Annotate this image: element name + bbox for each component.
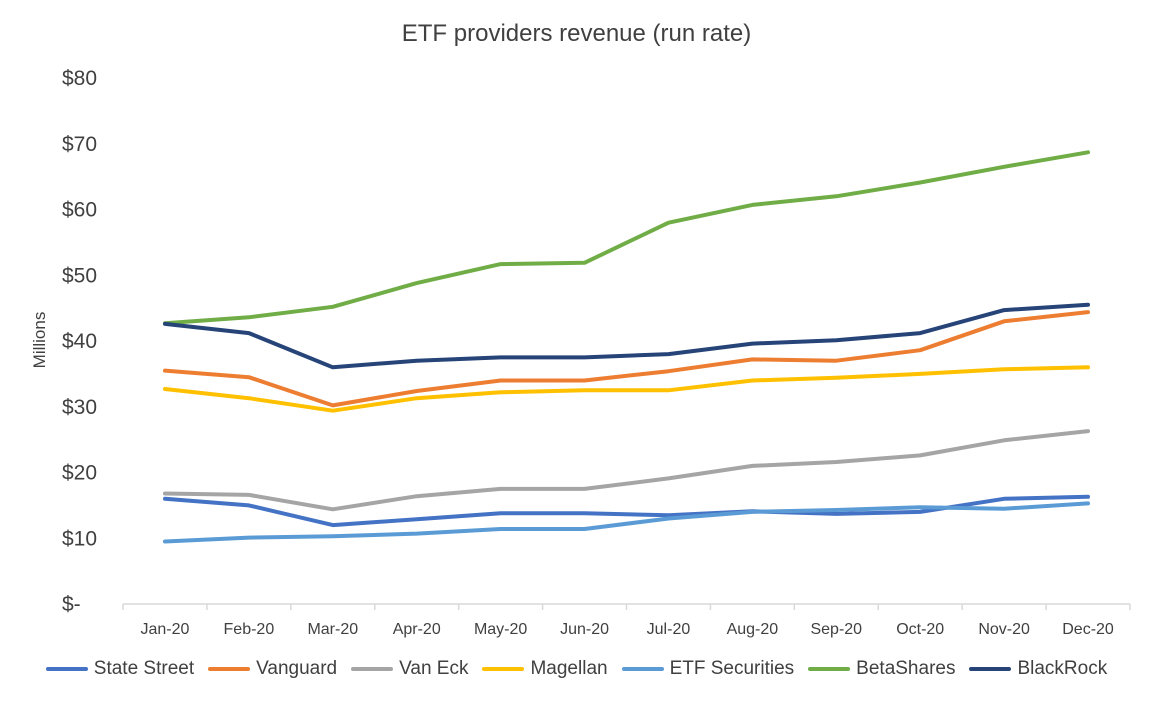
legend-item-vanguard: Vanguard xyxy=(208,658,337,680)
legend-swatch xyxy=(482,667,525,671)
legend-label: Van Eck xyxy=(399,658,469,679)
legend-swatch xyxy=(208,667,251,671)
y-tick-label: $60 xyxy=(62,199,97,222)
legend: State Street Vanguard Van Eck Magellan ETF S… xyxy=(0,658,1153,680)
chart-title: ETF providers revenue (run rate) xyxy=(401,20,752,47)
x-tick-label: Jul-20 xyxy=(647,621,691,638)
x-tick-label: Nov-20 xyxy=(978,621,1030,638)
legend-item-etf-securities: ETF Securities xyxy=(621,658,795,680)
legend-swatch xyxy=(621,667,664,671)
x-axis-ticks xyxy=(122,604,1131,610)
x-tick-label: Feb-20 xyxy=(224,621,275,638)
x-tick-label: Jun-20 xyxy=(560,621,609,638)
legend-label: BetaShares xyxy=(856,658,956,679)
legend-label: State Street xyxy=(93,658,195,679)
y-tick-label: $80 xyxy=(62,67,97,90)
x-tick-label: Jan-20 xyxy=(140,621,189,638)
y-tick-label: $10 xyxy=(62,527,97,550)
legend-swatch xyxy=(808,667,851,671)
legend-swatch xyxy=(45,667,88,671)
legend-label: BlackRock xyxy=(1017,658,1108,679)
series-line-magellan xyxy=(163,365,1090,413)
y-tick-label: $70 xyxy=(62,133,97,156)
series-line-betashares xyxy=(163,150,1090,326)
y-tick-label: $30 xyxy=(62,396,97,419)
x-tick-label: May-20 xyxy=(474,621,527,638)
series-line-blackrock xyxy=(163,302,1090,370)
x-tick-label: Apr-20 xyxy=(393,621,441,638)
legend-item-magellan: Magellan xyxy=(482,658,608,680)
legend-item-blackrock: BlackRock xyxy=(969,658,1107,680)
y-tick-label: $50 xyxy=(62,264,97,287)
x-axis-tick-labels: Jan-20 Feb-20 Mar-20 Apr-20 May-20 Jun-20 Jul-… xyxy=(140,621,1113,638)
x-tick-label: Oct-20 xyxy=(896,621,944,638)
y-tick-label: $20 xyxy=(62,462,97,485)
x-tick-label: Aug-20 xyxy=(727,621,779,638)
legend-item-betashares: BetaShares xyxy=(808,658,955,680)
y-axis-tick-labels: $- $10 $20 $30 $40 $50 $60 $70 $80 xyxy=(62,67,97,616)
line-chart: $- $10 $20 $30 $40 $50 $60 $70 $80 Jan-20 Feb-20 M… xyxy=(62,67,1131,638)
legend-swatch xyxy=(351,667,394,671)
series-lines xyxy=(163,150,1090,544)
legend-item-van-eck: Van Eck xyxy=(351,658,468,680)
x-tick-label: Dec-20 xyxy=(1062,621,1114,638)
legend-swatch xyxy=(969,667,1012,671)
legend-label: ETF Securities xyxy=(669,658,795,679)
series-line-van-eck xyxy=(163,429,1090,512)
legend-item-state-street: State Street xyxy=(45,658,195,680)
y-tick-label: $- xyxy=(62,593,81,616)
series-line-etf-securities xyxy=(163,501,1090,544)
y-tick-label: $40 xyxy=(62,330,97,353)
x-tick-label: Sep-20 xyxy=(810,621,862,638)
x-tick-label: Mar-20 xyxy=(307,621,358,638)
series-line-vanguard xyxy=(163,310,1090,408)
series-line-state-street xyxy=(163,494,1090,528)
legend-label: Vanguard xyxy=(256,658,338,679)
legend-label: Magellan xyxy=(530,658,608,679)
